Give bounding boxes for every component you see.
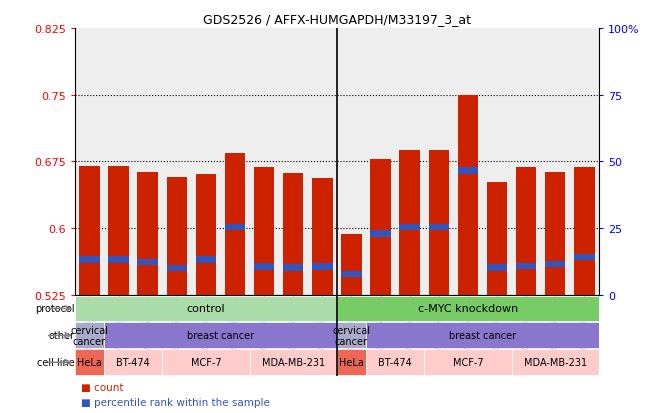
Text: MDA-MB-231: MDA-MB-231: [523, 357, 587, 368]
Bar: [108, 166, 129, 295]
Text: BT-474: BT-474: [117, 357, 150, 368]
Text: cervical
cancer: cervical cancer: [70, 325, 109, 347]
Bar: [337, 323, 366, 349]
Title: GDS2526 / AFFX-HUMGAPDH/M33197_3_at: GDS2526 / AFFX-HUMGAPDH/M33197_3_at: [203, 13, 471, 26]
Bar: [400, 151, 420, 295]
Bar: [516, 167, 536, 295]
Bar: [167, 177, 187, 295]
Bar: [249, 349, 337, 375]
Bar: [545, 173, 566, 295]
Bar: [312, 178, 333, 295]
Bar: [400, 225, 420, 231]
Bar: [283, 173, 303, 295]
Bar: [512, 349, 599, 375]
Bar: [254, 264, 274, 270]
Bar: [108, 256, 129, 263]
Bar: [487, 265, 507, 271]
Bar: [75, 349, 104, 375]
Bar: [225, 225, 245, 231]
Text: MCF-7: MCF-7: [191, 357, 221, 368]
Bar: [458, 168, 478, 174]
Bar: [337, 296, 599, 322]
Text: MDA-MB-231: MDA-MB-231: [262, 357, 325, 368]
Text: c-MYC knockdown: c-MYC knockdown: [418, 304, 518, 314]
Bar: [196, 256, 216, 263]
Bar: [225, 153, 245, 295]
Bar: [487, 183, 507, 295]
Text: protocol: protocol: [35, 304, 75, 314]
Bar: [79, 256, 100, 263]
Bar: [137, 259, 158, 266]
Bar: [312, 264, 333, 270]
Bar: [424, 349, 512, 375]
Bar: [428, 225, 449, 231]
Bar: [283, 265, 303, 271]
Text: BT-474: BT-474: [378, 357, 412, 368]
Bar: [574, 254, 594, 260]
Bar: [428, 151, 449, 295]
Text: breast cancer: breast cancer: [449, 330, 516, 341]
Bar: [75, 296, 337, 322]
Bar: [167, 266, 187, 272]
Text: control: control: [187, 304, 225, 314]
Text: other: other: [49, 330, 75, 341]
Bar: [104, 349, 162, 375]
Bar: [366, 349, 424, 375]
Text: ■ count: ■ count: [81, 382, 124, 392]
Bar: [196, 175, 216, 295]
Bar: [366, 323, 599, 349]
Bar: [341, 271, 362, 277]
Text: MCF-7: MCF-7: [452, 357, 483, 368]
Bar: [458, 95, 478, 295]
Bar: [516, 263, 536, 269]
Bar: [104, 323, 337, 349]
Bar: [75, 323, 104, 349]
Text: HeLa: HeLa: [77, 357, 102, 368]
Bar: [341, 235, 362, 295]
Text: breast cancer: breast cancer: [187, 330, 254, 341]
Bar: [137, 173, 158, 295]
Text: cervical
cancer: cervical cancer: [333, 325, 370, 347]
Text: HeLa: HeLa: [339, 357, 364, 368]
Bar: [545, 261, 566, 267]
Bar: [79, 166, 100, 295]
Text: ■ percentile rank within the sample: ■ percentile rank within the sample: [81, 397, 270, 407]
Bar: [574, 167, 594, 295]
Bar: [337, 349, 366, 375]
Text: cell line: cell line: [37, 357, 75, 368]
Bar: [370, 231, 391, 237]
Bar: [254, 167, 274, 295]
Bar: [370, 159, 391, 295]
Bar: [162, 349, 249, 375]
